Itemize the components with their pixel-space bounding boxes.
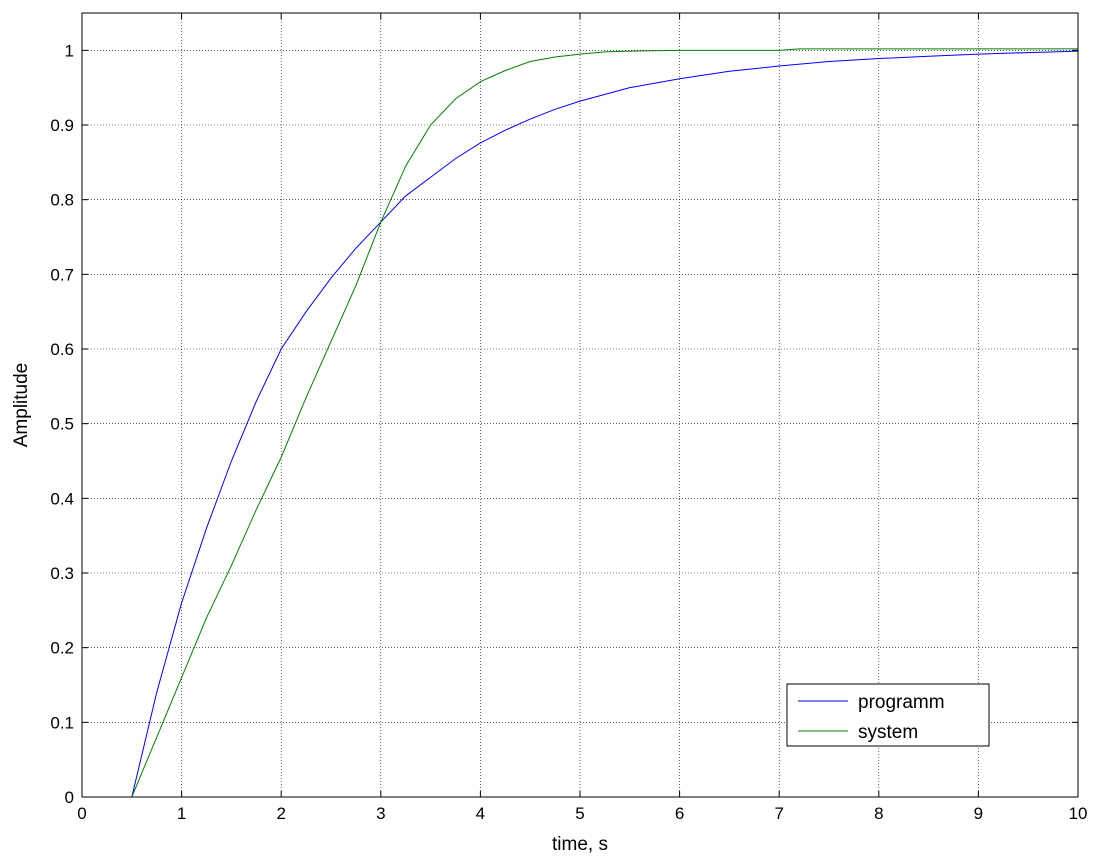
y-tick-label: 0: [65, 788, 74, 807]
y-tick-label: 0.2: [50, 639, 74, 658]
y-tick-label: 0.8: [50, 191, 74, 210]
x-axis-label: time, s: [552, 834, 608, 855]
x-tick-label: 8: [874, 804, 883, 823]
y-tick-label: 0.3: [50, 564, 74, 583]
plot-background: [82, 13, 1078, 797]
x-tick-label: 3: [376, 804, 385, 823]
legend-label-programm: programm: [858, 692, 945, 713]
x-tick-label: 7: [774, 804, 783, 823]
x-tick-label: 4: [476, 804, 485, 823]
x-tick-label: 10: [1069, 804, 1088, 823]
series-lines: [131, 48, 1079, 798]
legend-label-system: system: [858, 722, 918, 743]
y-tick-label: 0.7: [50, 265, 74, 284]
legend: programm system: [786, 683, 990, 747]
x-tick-label: 1: [177, 804, 186, 823]
series-line-system: [131, 48, 1078, 798]
y-tick-label: 0.4: [50, 489, 74, 508]
series-line-programm: [131, 50, 1079, 798]
x-tick-label: 2: [276, 804, 285, 823]
y-tick-label: 0.1: [50, 713, 74, 732]
y-tick-label: 0.5: [50, 415, 74, 434]
y-tick-labels: 0 0.1 0.2 0.3 0.4 0.5 0.6 0.7 0.8 0.9 1: [50, 41, 74, 807]
x-tick-label: 0: [77, 804, 86, 823]
y-tick-label: 1: [65, 41, 74, 60]
axes-frame: [81, 12, 1079, 798]
x-tick-labels: 0 1 2 3 4 5 6 7 8 9 10: [77, 804, 1087, 823]
x-tick-label: 9: [974, 804, 983, 823]
y-axis-label: Amplitude: [11, 363, 32, 448]
x-tick-label: 5: [575, 804, 584, 823]
y-tick-label: 0.6: [50, 340, 74, 359]
grid-lines: [82, 13, 1078, 797]
legend-box: [786, 683, 990, 747]
x-tick-label: 6: [675, 804, 684, 823]
plot-border: [81, 12, 1079, 798]
y-tick-label: 0.9: [50, 116, 74, 135]
